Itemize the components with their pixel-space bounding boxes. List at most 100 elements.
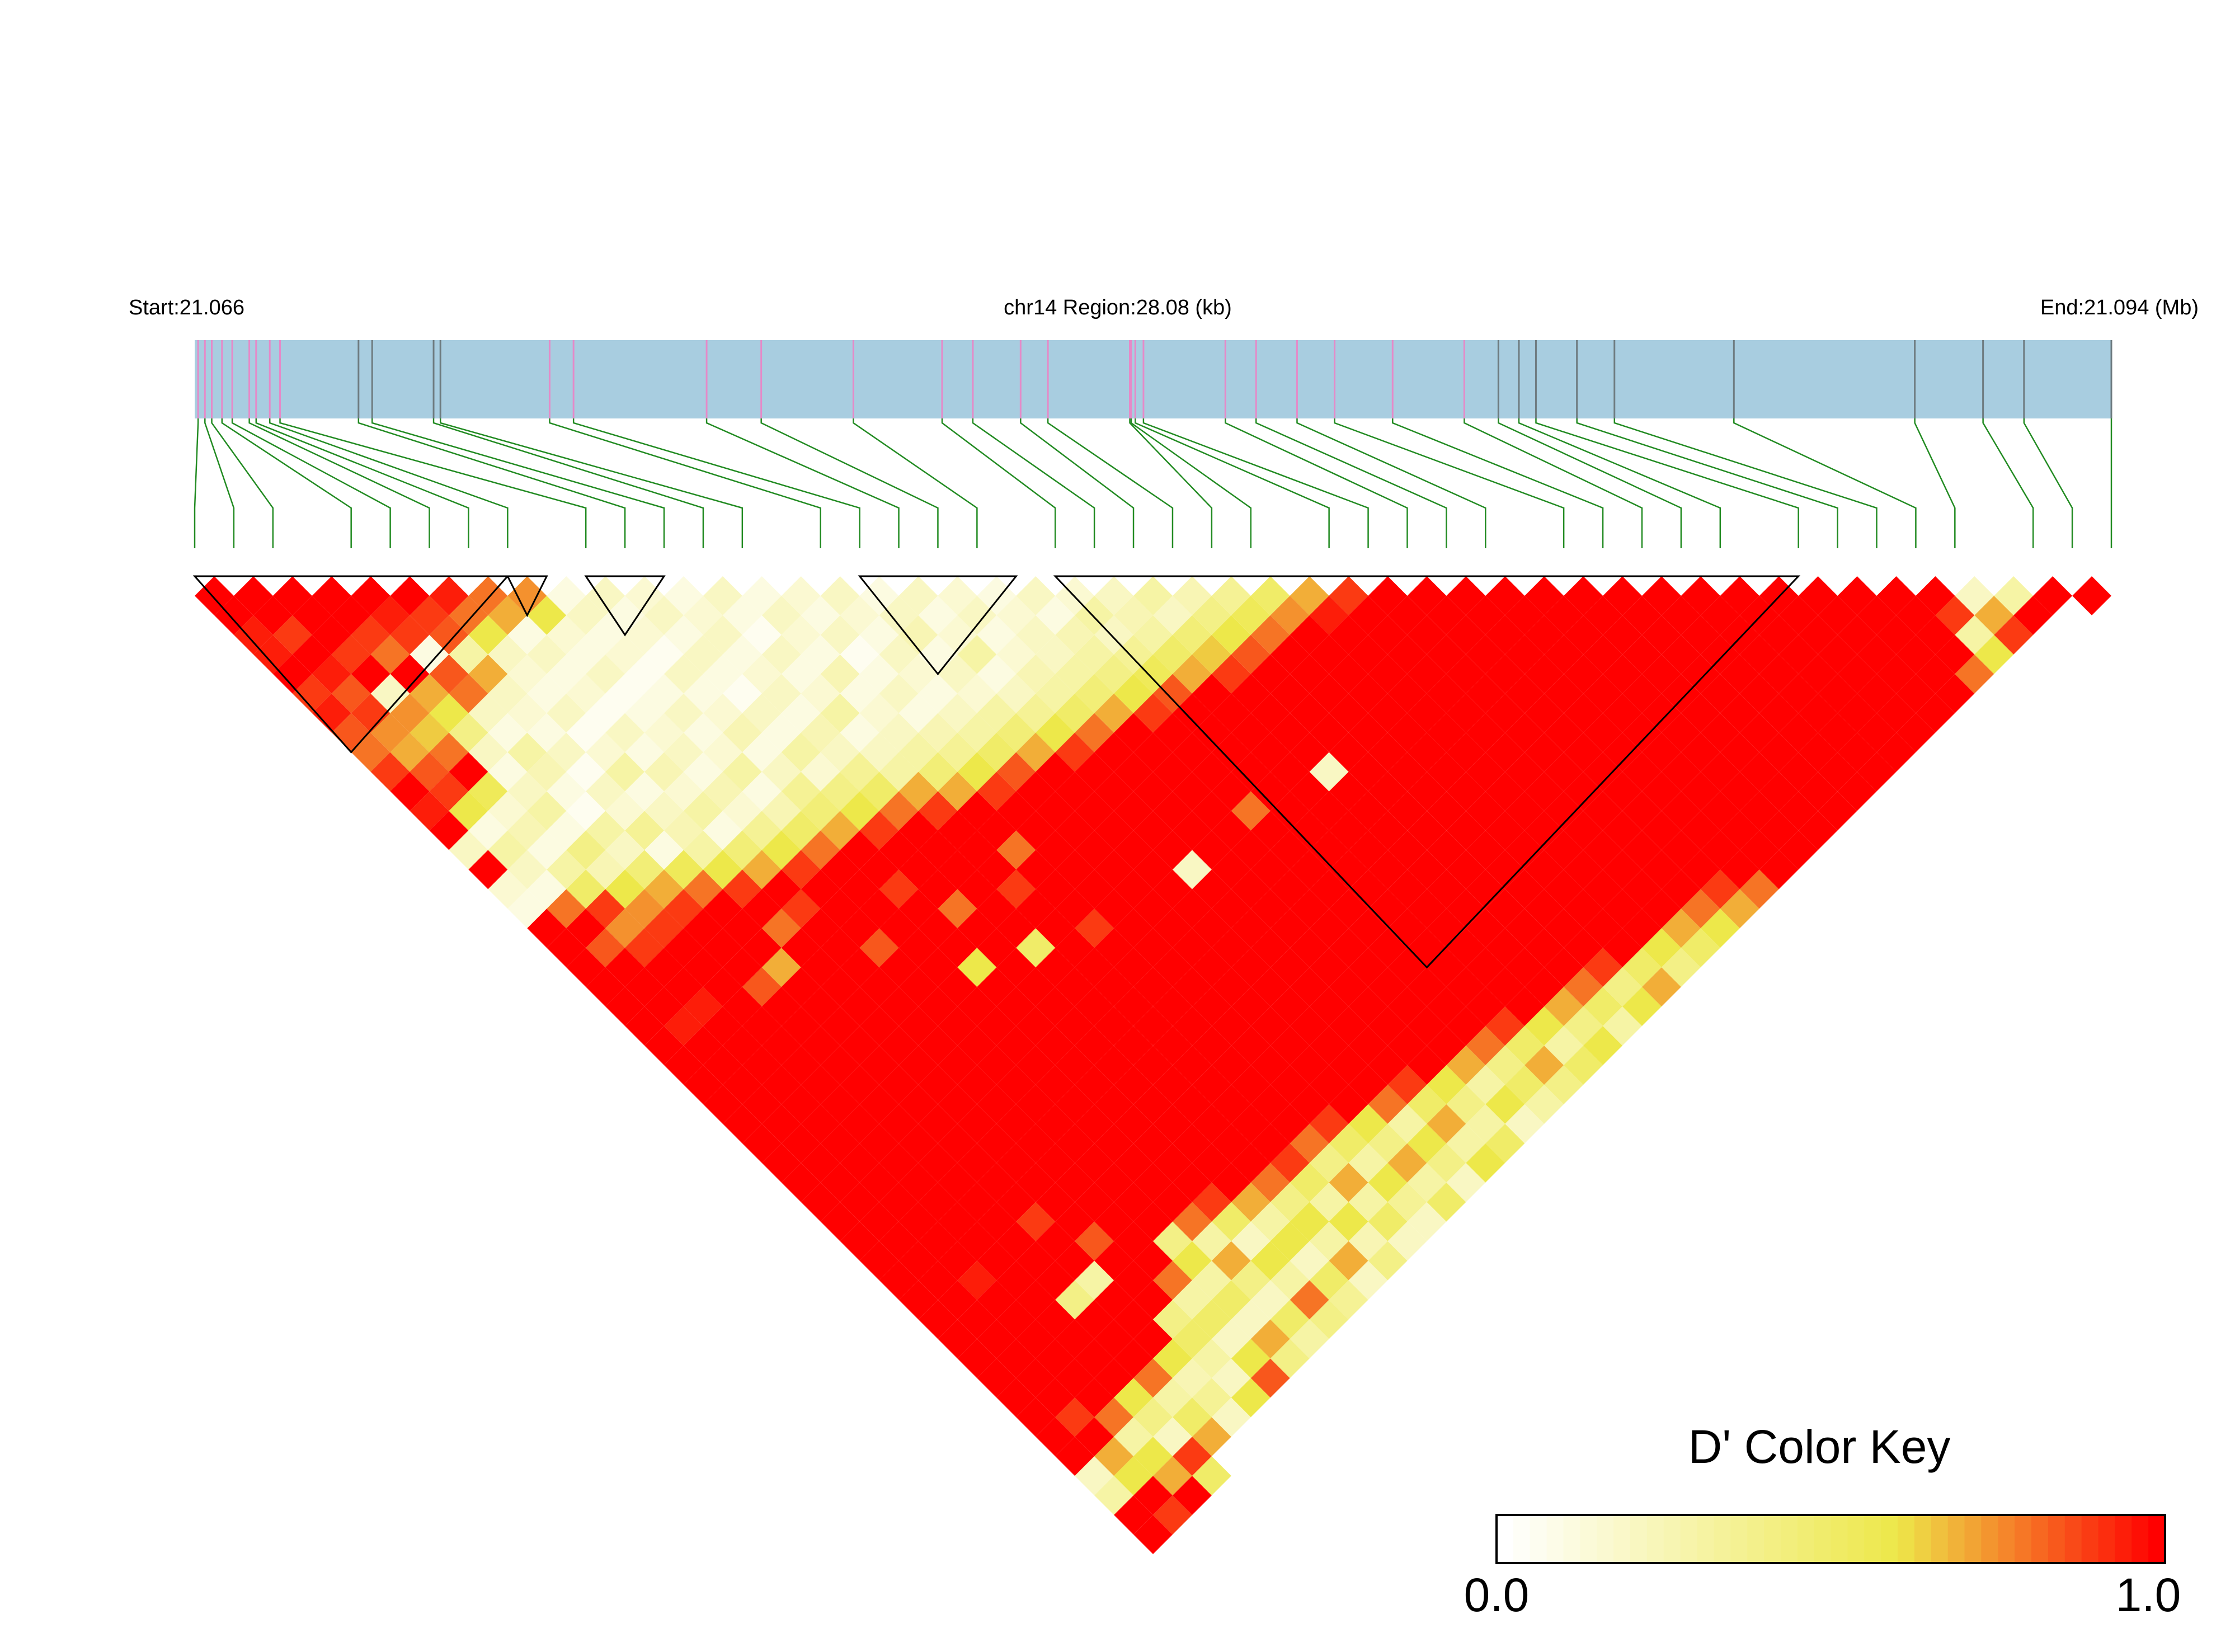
ld-cell xyxy=(1583,909,1623,948)
ld-cell xyxy=(2013,595,2053,635)
ld-cell xyxy=(1720,732,1759,772)
ld-cell xyxy=(1466,909,1505,948)
ld-cell xyxy=(840,1221,879,1261)
ld-cell xyxy=(1153,595,1192,635)
ld-cell xyxy=(977,1319,1017,1359)
ld-cell xyxy=(722,948,762,987)
ld-cell xyxy=(625,732,665,772)
ld-cell xyxy=(507,693,547,733)
ld-cell xyxy=(1036,1260,1075,1300)
color-key-swatch xyxy=(1663,1515,1681,1563)
ld-cell xyxy=(996,1026,1036,1065)
ld-cell xyxy=(1036,1026,1075,1065)
snp-connector xyxy=(1020,418,1135,548)
ld-cell xyxy=(996,869,1036,909)
ld-cell xyxy=(1485,615,1525,655)
ld-cell xyxy=(1583,987,1623,1027)
ld-cell xyxy=(1778,595,1818,635)
ld-cell xyxy=(1231,713,1271,752)
ld-cell xyxy=(1016,576,1056,615)
ld-cell xyxy=(938,654,977,694)
ld-cell xyxy=(1036,1378,1075,1418)
ld-cell xyxy=(1231,752,1271,792)
ld-cell xyxy=(722,869,762,909)
ld-cell xyxy=(1231,1378,1271,1418)
ld-cell xyxy=(1427,1026,1466,1065)
ld-cell xyxy=(1876,732,1916,772)
ld-cell xyxy=(272,576,312,615)
ld-cell xyxy=(1250,889,1290,929)
ld-cell xyxy=(1309,1065,1349,1104)
ld-cell xyxy=(1446,811,1486,850)
snp-connector xyxy=(1535,418,1799,548)
ld-cell xyxy=(1368,615,1408,655)
ld-cell xyxy=(1407,1046,1447,1085)
ld-cell xyxy=(722,752,762,792)
ld-cell xyxy=(1231,674,1271,713)
ld-cell xyxy=(1720,889,1759,929)
ld-cell xyxy=(957,1300,997,1339)
ld-cell xyxy=(625,1006,665,1046)
ld-cell xyxy=(1348,909,1388,948)
snp-connector xyxy=(1142,418,1369,548)
ld-cell xyxy=(1309,752,1349,792)
ld-cell xyxy=(1524,732,1564,772)
ld-cell xyxy=(312,576,351,615)
ld-cell xyxy=(1661,909,1701,948)
ld-cell xyxy=(1153,1495,1192,1535)
ld-cell xyxy=(664,576,703,615)
ld-cell xyxy=(1681,928,1720,968)
ld-cell xyxy=(527,869,567,909)
snp-connector xyxy=(705,418,900,548)
ld-cell xyxy=(1446,732,1486,772)
ld-cell xyxy=(1641,967,1681,1007)
ld-cell xyxy=(1055,1397,1095,1437)
ld-cell xyxy=(1192,1300,1231,1339)
ld-cell xyxy=(1564,615,1603,655)
snp-connector xyxy=(1296,418,1486,548)
ld-cell xyxy=(1055,1280,1095,1320)
ld-cell xyxy=(879,830,919,870)
color-key-swatch xyxy=(1914,1515,1932,1563)
ld-cell xyxy=(1153,1456,1192,1496)
ld-cell xyxy=(1309,1026,1349,1065)
ld-cell xyxy=(722,595,762,635)
ld-cell xyxy=(429,576,469,615)
ld-cell xyxy=(1524,771,1564,811)
snp-connector xyxy=(1576,418,1838,548)
ld-cell xyxy=(625,967,665,1007)
ld-cell xyxy=(801,1143,840,1183)
color-key-swatch xyxy=(1881,1515,1898,1563)
ld-cell xyxy=(879,1065,919,1104)
ld-cell xyxy=(1759,693,1799,733)
ld-cell xyxy=(1935,634,1975,674)
ld-cell xyxy=(1114,1300,1153,1339)
ld-cell xyxy=(1524,1084,1564,1124)
ld-cell xyxy=(1407,1084,1447,1124)
ld-cell xyxy=(977,1202,1017,1241)
ld-cell xyxy=(1231,987,1271,1027)
ld-cell xyxy=(1407,1123,1447,1163)
ld-cell xyxy=(1407,693,1447,733)
color-key-swatch xyxy=(1998,1515,2016,1563)
ld-cell xyxy=(1622,909,1662,948)
ld-cell xyxy=(1935,595,1975,635)
ld-cell xyxy=(781,811,821,850)
ld-cell xyxy=(449,752,488,792)
ld-cell xyxy=(1133,576,1173,615)
ld-cell xyxy=(566,909,606,948)
ld-cell xyxy=(1896,674,1936,713)
ld-cell xyxy=(938,1046,977,1085)
ld-cell xyxy=(1641,693,1681,733)
ld-cell xyxy=(390,693,430,733)
ld-cell xyxy=(1036,1143,1075,1183)
ld-cell xyxy=(1427,595,1466,635)
ld-cell xyxy=(1329,1006,1368,1046)
color-key-swatch xyxy=(1730,1515,1748,1563)
ld-cell xyxy=(781,654,821,694)
ld-cell xyxy=(1211,732,1251,772)
ld-cell xyxy=(1583,948,1623,987)
ld-cell xyxy=(527,595,567,635)
ld-cell xyxy=(449,674,488,713)
ld-cell xyxy=(1739,674,1779,713)
